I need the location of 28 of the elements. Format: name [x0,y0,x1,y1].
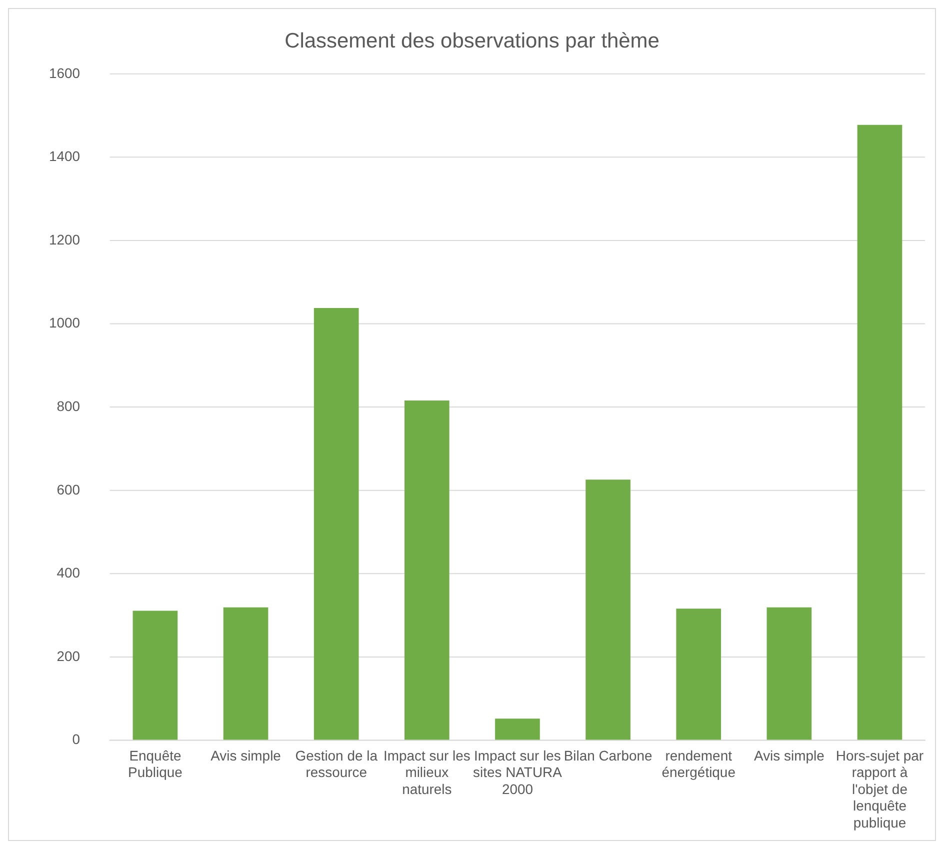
bar [132,610,178,740]
bar [495,718,540,740]
x-tick-label: Gestion de la ressource [295,747,378,780]
x-tick-label: Bilan Carbone [564,747,652,764]
bar [223,607,268,740]
bar [586,480,630,740]
chart-title: Classement des observations par thème [284,29,660,52]
x-tick-label: Enquête Publique [128,747,183,780]
bar [314,308,359,740]
y-tick-label: 400 [56,564,80,581]
y-tick-label: 0 [72,731,80,748]
x-tick-label: Avis simple [210,747,282,764]
x-tick-label: Impact sur les milieux naturels [383,747,470,797]
bar [857,124,902,740]
y-tick-label: 200 [56,648,80,664]
y-tick-label: 1400 [48,148,80,164]
y-tick-label: 600 [56,481,80,498]
bar [404,400,450,740]
y-tick-label: 1000 [48,314,80,331]
x-tick-label: Impact sur les sites NATURA 2000 [473,747,563,797]
x-tick-label: Hors-sujet par rapport à l'objet de lenquête publique [836,747,924,830]
y-tick-label: 800 [56,398,80,414]
x-tick-label: rendement énergétique [662,747,736,780]
y-tick-label: 1200 [48,231,80,248]
x-tick-label: Avis simple [754,747,825,764]
bar [676,608,722,740]
y-tick-label: 1600 [48,64,80,81]
bar [766,607,812,740]
